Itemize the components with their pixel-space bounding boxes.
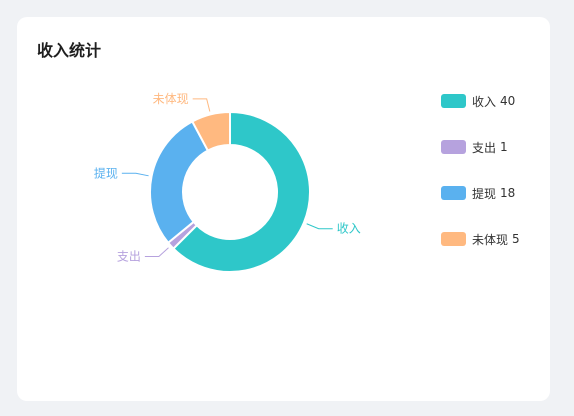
leader-line-0 [306, 223, 333, 230]
income-stats-card: 收入统计 收入 支出 提现 未体现 收入 40 支出 1 提现 18 未体现 5 [17, 17, 550, 401]
legend-value: 1 [500, 140, 508, 154]
slice-label-0: 收入 [337, 222, 361, 236]
legend-item-3[interactable]: 未体现 5 [441, 231, 520, 247]
donut-slice-3[interactable] [190, 110, 231, 152]
legend-swatch [441, 232, 466, 246]
legend-label: 提现 [472, 186, 497, 201]
legend-item-0[interactable]: 收入 40 [441, 93, 515, 109]
legend-item-1[interactable]: 支出 1 [441, 139, 508, 155]
legend-value: 18 [500, 186, 516, 200]
slice-label-3: 未体现 [153, 92, 189, 106]
leader-line-3 [192, 98, 211, 112]
legend-swatch [441, 140, 466, 154]
leader-line-2 [121, 172, 149, 177]
legend-label: 未体现 [472, 232, 509, 247]
leader-line-1 [144, 247, 169, 257]
card-title: 收入统计 [37, 41, 102, 60]
legend-item-2[interactable]: 提现 18 [441, 185, 515, 201]
legend-label: 收入 [472, 94, 497, 109]
slice-label-2: 提现 [94, 165, 118, 180]
label-leader-lines [121, 98, 333, 257]
donut-slice-0[interactable] [172, 110, 311, 273]
slice-label-1: 支出 [117, 249, 141, 263]
donut-slice-2[interactable] [149, 120, 210, 245]
legend-swatch [441, 94, 466, 108]
legend-value: 40 [500, 94, 516, 108]
legend-swatch [441, 186, 466, 200]
donut-slices [149, 110, 311, 273]
legend-label: 支出 [472, 140, 497, 155]
legend-value: 5 [512, 232, 520, 246]
